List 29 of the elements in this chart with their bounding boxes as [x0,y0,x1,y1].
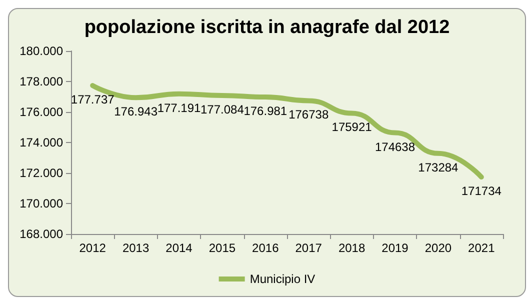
y-tick-label: 170.000 [20,196,64,210]
chart-title: popolazione iscritta in anagrafe dal 2012 [84,17,450,38]
data-label: 177.737 [70,92,115,107]
y-tick-label: 174.000 [20,136,64,150]
data-label: 171734 [461,184,502,198]
data-label: 176738 [288,108,329,122]
x-tick-label: 2017 [295,241,322,255]
legend-label: Municipio IV [250,272,316,286]
x-tick-label: 2014 [166,241,193,255]
x-tick-label: 2018 [338,241,366,255]
x-tick-label: 2020 [424,241,452,255]
y-tick-label: 172.000 [20,166,64,180]
x-tick-label: 2013 [122,241,150,255]
y-tick-label: 168.000 [20,227,64,241]
x-tick-label: 2016 [252,241,280,255]
x-tick-label: 2021 [468,241,496,255]
data-label: 174638 [374,140,416,154]
data-label: 175921 [332,120,372,134]
data-label: 176.981 [244,104,288,118]
data-label: 177.084 [200,102,244,116]
y-tick-label: 176.000 [20,105,64,119]
data-label: 177.191 [157,100,202,115]
x-tick-label: 2015 [208,241,236,255]
x-tick-label: 2019 [382,241,409,255]
x-tick-label: 2012 [79,241,106,255]
y-tick-label: 180.000 [20,44,64,58]
data-label: 176.943 [114,104,158,119]
data-label: 173284 [418,160,459,174]
y-tick-label: 178.000 [20,74,64,88]
